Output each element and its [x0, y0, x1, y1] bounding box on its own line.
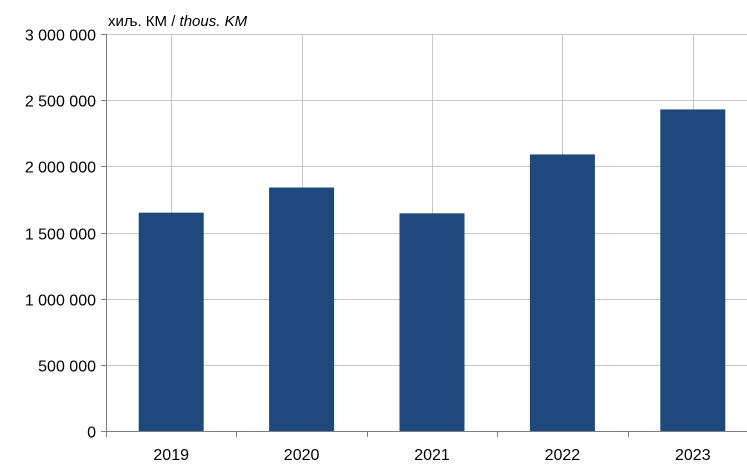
y-tick-label: 0	[87, 425, 96, 442]
unit-label: хиљ. КМ / thous. KM	[108, 13, 248, 30]
x-tick-label: 2019	[153, 447, 189, 464]
axes	[101, 34, 747, 437]
bar-2019	[138, 212, 204, 431]
y-tick-label: 2 500 000	[25, 94, 96, 111]
y-tick-label: 2 000 000	[25, 160, 96, 177]
bar-2022	[529, 154, 595, 431]
x-tick-label: 2020	[284, 447, 320, 464]
y-tick-label: 3 000 000	[25, 28, 96, 45]
x-tick-label: 2021	[414, 447, 450, 464]
bar-2021	[399, 213, 465, 431]
bar-2023	[660, 109, 726, 432]
y-tick-label: 1 500 000	[25, 227, 96, 244]
y-tick-labels: 0 500 000 1 000 000 1 500 000 2 000 000 2 500…	[25, 28, 96, 442]
x-tick-label: 2022	[545, 447, 581, 464]
unit-label-english: thous. KM	[180, 13, 248, 30]
x-tick-labels: 2019 2020 2021 2022 2023	[153, 447, 710, 464]
bars	[138, 109, 726, 432]
x-tick-label: 2023	[675, 447, 711, 464]
bar-2020	[269, 187, 335, 431]
unit-label-local: хиљ. КМ /	[108, 13, 180, 30]
y-tick-label: 1 000 000	[25, 293, 96, 310]
y-tick-label: 500 000	[38, 359, 96, 376]
